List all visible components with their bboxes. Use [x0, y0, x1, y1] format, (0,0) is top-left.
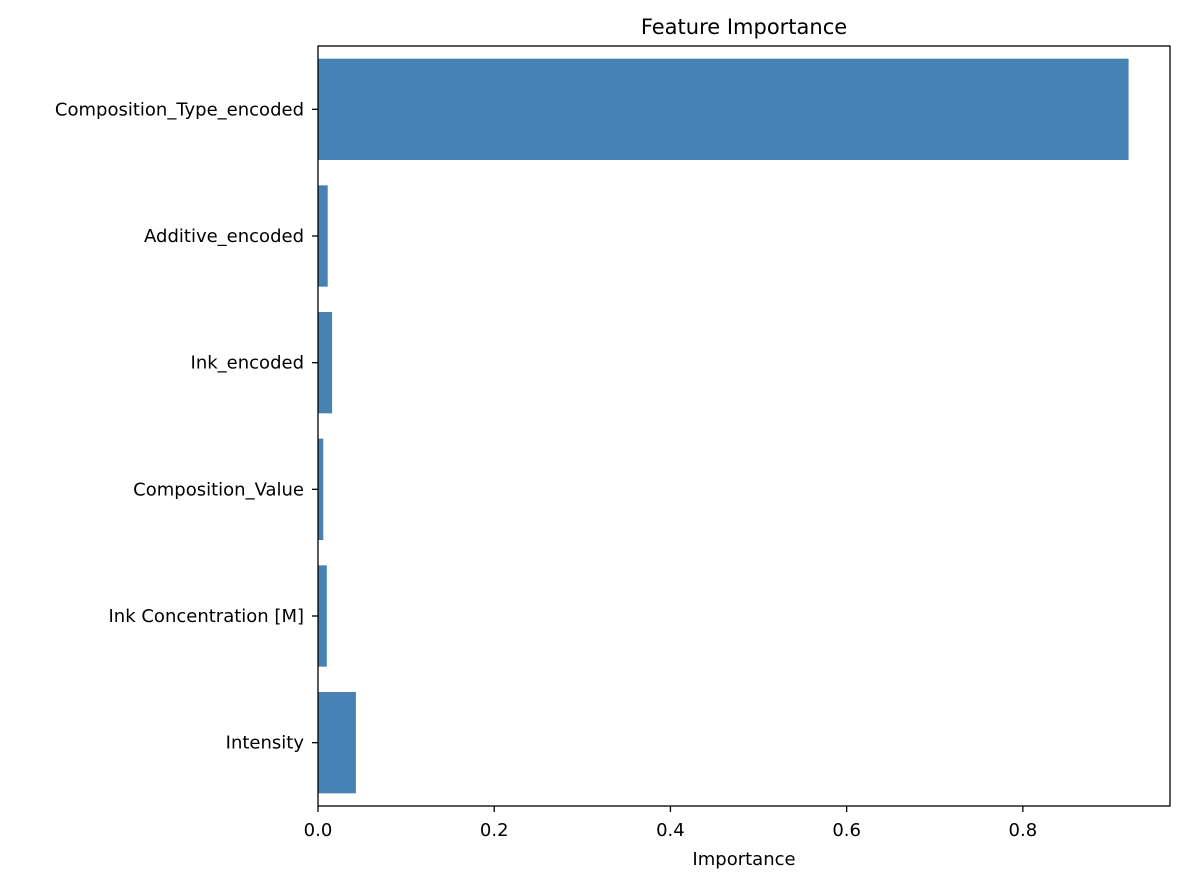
x-tick-label: 0.8	[1009, 820, 1038, 841]
bar-ink-encoded	[318, 312, 333, 414]
x-tick-label: 0.6	[832, 820, 861, 841]
y-tick-label: Ink Concentration [M]	[109, 606, 305, 627]
bar-intensity	[318, 692, 356, 794]
x-tick-label: 0.2	[480, 820, 509, 841]
x-tick-label: 0.0	[304, 820, 333, 841]
bar-additive-encoded	[318, 185, 328, 287]
bar-ink-concentration-m	[318, 565, 327, 667]
chart-title: Feature Importance	[641, 15, 847, 39]
y-tick-label: Intensity	[226, 733, 305, 754]
x-tick-label: 0.4	[656, 820, 685, 841]
plot-frame	[317, 45, 1171, 807]
x-axis-ticks: 0.0 0.2 0.4 0.6 0.8	[304, 806, 1038, 841]
x-axis-label: Importance	[692, 849, 795, 870]
bar-composition-value	[318, 438, 324, 540]
y-axis-ticks: Composition_Type_encoded Additive_encoded…	[55, 99, 318, 754]
bars-group	[318, 58, 1129, 794]
y-tick-label: Ink_encoded	[191, 353, 304, 374]
y-tick-label: Composition_Type_encoded	[55, 99, 304, 120]
bar-composition-type-encoded	[318, 58, 1129, 160]
y-tick-label: Additive_encoded	[144, 226, 304, 247]
y-tick-label: Composition_Value	[133, 479, 304, 500]
